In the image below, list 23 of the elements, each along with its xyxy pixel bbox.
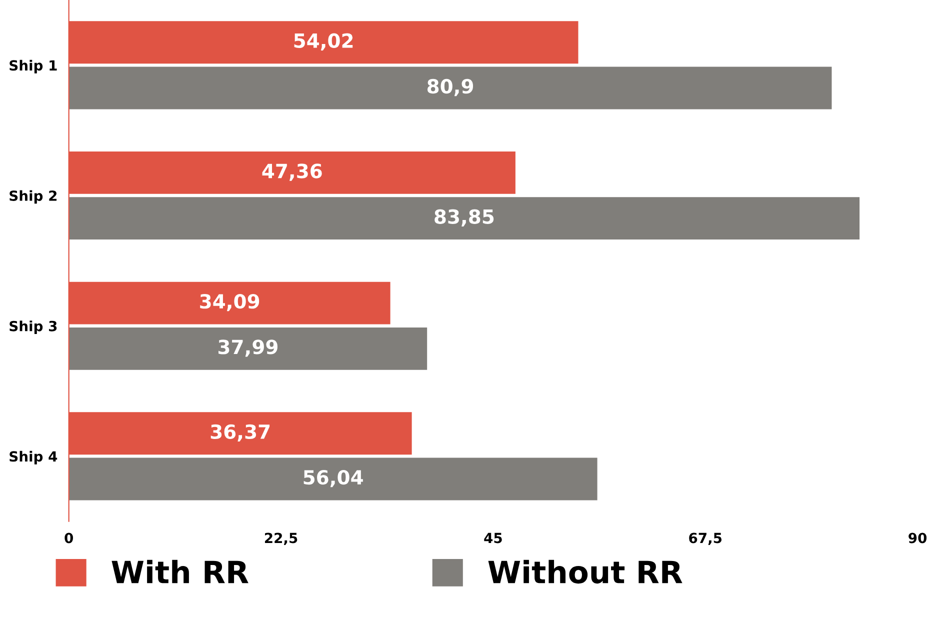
data-label: 34,09 — [200, 294, 260, 312]
x-tick-label: 22,5 — [264, 532, 298, 545]
data-label: 54,02 — [294, 33, 353, 50]
legend-label: Without RR — [488, 560, 682, 584]
x-tick-label: 45 — [484, 532, 502, 544]
data-label: 37,99 — [218, 340, 278, 357]
data-label: 47,36 — [262, 164, 322, 181]
x-tick-label: 90 — [908, 532, 927, 544]
bar — [68, 327, 428, 370]
y-tick-label: Ship 4 — [10, 450, 58, 464]
y-tick-label: Ship 3 — [10, 320, 57, 334]
y-tick-label: Ship 1 — [10, 60, 57, 74]
data-label: 83,85 — [434, 209, 494, 226]
bar — [68, 458, 598, 500]
data-label: 56,04 — [304, 470, 363, 488]
x-tick-label: 67,5 — [689, 532, 722, 545]
y-tick-label: Ship 2 — [10, 190, 57, 204]
legend-label: With RR — [112, 560, 248, 584]
x-tick-label: 0 — [64, 532, 74, 544]
data-label: 36,37 — [210, 424, 270, 442]
data-label: 80,9 — [427, 78, 474, 96]
bar — [68, 66, 832, 110]
bar — [68, 197, 860, 240]
